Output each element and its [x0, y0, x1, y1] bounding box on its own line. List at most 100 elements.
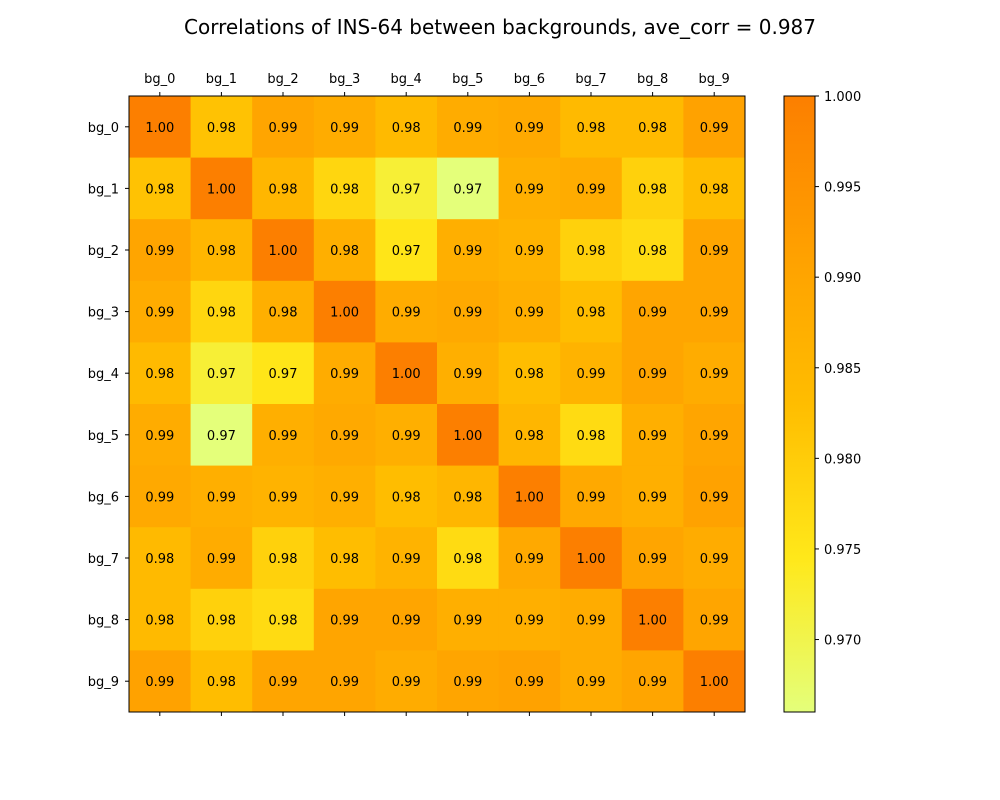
x-tick-label: bg_0 [144, 72, 175, 87]
cell-value-label: 0.99 [577, 490, 606, 505]
cell-value-label: 0.99 [453, 675, 482, 690]
y-tick-label: bg_6 [88, 490, 119, 505]
heatmap-cell [129, 219, 192, 282]
cell-value-label: 0.99 [638, 429, 667, 444]
y-tick-label: bg_9 [88, 675, 119, 690]
cell-value-label: 0.98 [207, 244, 236, 259]
cell-value-label: 1.00 [330, 306, 359, 321]
cell-value-label: 0.99 [330, 675, 359, 690]
heatmap-cell [621, 280, 684, 343]
heatmap-cell [190, 404, 253, 467]
heatmap-cell [313, 650, 376, 713]
cell-value-label: 0.97 [392, 244, 421, 259]
heatmap-cell [437, 157, 500, 220]
heatmap-cell [129, 342, 192, 405]
heatmap-cell [190, 527, 253, 590]
heatmap-cell [313, 96, 376, 159]
cell-value-label: 0.99 [577, 614, 606, 629]
cell-value-label: 0.99 [700, 552, 729, 567]
heatmap-cell [129, 527, 192, 590]
cell-value-label: 0.99 [700, 490, 729, 505]
cell-value-label: 0.99 [700, 367, 729, 382]
heatmap-cell [375, 342, 438, 405]
cell-value-label: 0.99 [700, 614, 729, 629]
cell-value-label: 0.99 [515, 675, 544, 690]
heatmap-cell [252, 219, 315, 282]
heatmap-cell [437, 588, 500, 651]
heatmap-cell [437, 465, 500, 528]
cell-value-label: 0.98 [269, 614, 298, 629]
heatmap-cell [190, 219, 253, 282]
cell-value-label: 0.98 [145, 367, 174, 382]
heatmap-cell [313, 588, 376, 651]
cell-value-label: 0.98 [330, 244, 359, 259]
heatmap-cell [498, 404, 561, 467]
cell-value-label: 1.00 [577, 552, 606, 567]
cell-value-label: 0.99 [638, 675, 667, 690]
x-tick-label: bg_6 [514, 72, 545, 87]
cell-value-label: 0.99 [392, 675, 421, 690]
heatmap-cell [190, 280, 253, 343]
heatmap-cells [129, 96, 746, 713]
heatmap-cell [683, 219, 746, 282]
heatmap-cell [252, 650, 315, 713]
heatmap-cell [313, 465, 376, 528]
cell-value-label: 0.98 [207, 121, 236, 136]
heatmap-cell [560, 650, 623, 713]
x-tick-label: bg_1 [206, 72, 237, 87]
heatmap-cell [560, 96, 623, 159]
cell-value-label: 0.98 [269, 182, 298, 197]
heatmap-cell [560, 527, 623, 590]
heatmap-cell [621, 588, 684, 651]
heatmap-cell [498, 527, 561, 590]
heatmap-cell [375, 280, 438, 343]
heatmap-cell [621, 342, 684, 405]
heatmap-cell [560, 465, 623, 528]
colorbar-tick-label: 0.975 [824, 543, 861, 558]
cell-value-label: 0.99 [515, 614, 544, 629]
heatmap-cell [129, 157, 192, 220]
cell-value-label: 0.99 [392, 614, 421, 629]
cell-value-label: 0.99 [330, 367, 359, 382]
colorbar-tick-label: 0.980 [824, 452, 861, 467]
heatmap-cell [437, 342, 500, 405]
cell-value-label: 0.99 [145, 429, 174, 444]
heatmap-cell [437, 96, 500, 159]
cell-value-label: 0.98 [700, 182, 729, 197]
cell-value-label: 0.99 [330, 490, 359, 505]
cell-value-label: 0.99 [515, 182, 544, 197]
cell-value-label: 0.98 [330, 182, 359, 197]
x-tick-label: bg_7 [575, 72, 606, 87]
y-tick-label: bg_3 [88, 306, 119, 321]
cell-value-label: 0.99 [638, 490, 667, 505]
cell-value-label: 0.98 [207, 614, 236, 629]
cell-value-label: 0.99 [700, 244, 729, 259]
cell-value-label: 0.98 [453, 552, 482, 567]
cell-value-label: 0.99 [577, 182, 606, 197]
y-tick-label: bg_8 [88, 614, 119, 629]
heatmap-cell [313, 219, 376, 282]
cell-value-label: 0.98 [392, 121, 421, 136]
cell-value-label: 0.99 [515, 244, 544, 259]
cell-value-label: 1.00 [207, 182, 236, 197]
cell-value-label: 0.98 [577, 306, 606, 321]
heatmap-cell [683, 404, 746, 467]
cell-value-label: 0.97 [207, 429, 236, 444]
heatmap-cell [560, 280, 623, 343]
heatmap-cell [375, 219, 438, 282]
x-tick-label: bg_8 [637, 72, 668, 87]
cell-value-label: 0.98 [392, 490, 421, 505]
heatmap-cell [129, 465, 192, 528]
colorbar-tick-label: 1.000 [824, 90, 861, 105]
heatmap-cell [683, 588, 746, 651]
heatmap-cell [190, 342, 253, 405]
cell-value-label: 0.98 [577, 244, 606, 259]
heatmap-cell [437, 527, 500, 590]
cell-value-label: 0.99 [515, 306, 544, 321]
heatmap-cell [621, 96, 684, 159]
heatmap-cell [313, 342, 376, 405]
colorbar-tick-label: 0.990 [824, 271, 861, 286]
cell-value-label: 0.99 [330, 429, 359, 444]
y-tick-label: bg_5 [88, 429, 119, 444]
cell-value-label: 0.98 [269, 552, 298, 567]
